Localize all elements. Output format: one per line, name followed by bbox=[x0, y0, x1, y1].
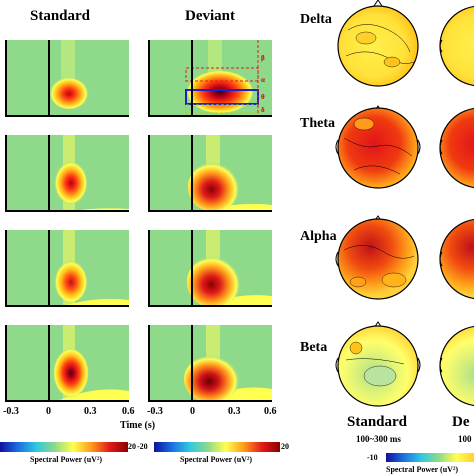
topo-caption-standard: Standard bbox=[347, 414, 408, 430]
band-box-delta bbox=[185, 104, 259, 114]
topo-beta-deviant bbox=[439, 325, 474, 407]
band-marker-alpha: α bbox=[261, 76, 265, 84]
topo-delta-standard bbox=[337, 0, 419, 87]
colorbar-standard-max: 20 bbox=[128, 442, 136, 451]
topo-theta-deviant bbox=[439, 107, 474, 189]
band-box-alpha bbox=[185, 67, 259, 82]
topo-delta-deviant bbox=[439, 5, 474, 87]
topo-maps bbox=[335, 0, 474, 407]
band-label-delta: Delta bbox=[300, 12, 332, 27]
tick-standard-03: 0.3 bbox=[84, 406, 97, 417]
tick-standard-0: 0 bbox=[46, 406, 51, 417]
colorbar-deviant bbox=[154, 442, 280, 452]
band-marker-beta: β bbox=[261, 54, 265, 62]
colorbar-standard-label: Spectral Power (uV²) bbox=[30, 455, 103, 464]
band-label-beta: Beta bbox=[300, 340, 328, 355]
colorbar-deviant-label: Spectral Power (uV²) bbox=[180, 455, 253, 464]
column-title-deviant: Deviant bbox=[185, 8, 235, 24]
topo-alpha-standard bbox=[335, 215, 419, 300]
tf-panel-standard-2 bbox=[5, 135, 129, 212]
tf-panel-deviant-4 bbox=[148, 325, 272, 402]
column-title-standard: Standard bbox=[30, 8, 91, 24]
colorbar-deviant-max: 20 bbox=[281, 442, 289, 451]
topo-sub-standard: 100~300 ms bbox=[356, 434, 401, 444]
colorbar-standard bbox=[0, 442, 128, 452]
band-label-alpha: Alpha bbox=[300, 229, 337, 244]
tick-deviant-neg03: -0.3 bbox=[147, 406, 163, 417]
tf-panel-deviant-1: β α θ δ bbox=[148, 40, 272, 117]
band-label-theta: Theta bbox=[300, 116, 335, 131]
band-marker-delta: δ bbox=[261, 106, 265, 114]
tick-deviant-03: 0.3 bbox=[228, 406, 241, 417]
tick-standard-neg03: -0.3 bbox=[3, 406, 19, 417]
colorbar-topo-label: Spectral Power (uV²) bbox=[386, 465, 459, 474]
tf-panel-standard-3 bbox=[5, 230, 129, 307]
colorbar-deviant-min: -20 bbox=[137, 442, 148, 451]
topo-beta-standard bbox=[335, 321, 421, 407]
colorbar-topo-min: -10 bbox=[367, 453, 378, 462]
band-marker-theta: θ bbox=[261, 93, 265, 101]
tick-deviant-0: 0 bbox=[190, 406, 195, 417]
colorbar-topo bbox=[386, 453, 474, 462]
tick-deviant-06: 0.6 bbox=[264, 406, 277, 417]
topo-caption-deviant: De bbox=[452, 414, 470, 430]
time-axis-label: Time (s) bbox=[120, 420, 156, 431]
tick-standard-06: 0.6 bbox=[122, 406, 135, 417]
topo-theta-standard bbox=[335, 105, 421, 189]
tf-panel-standard-4 bbox=[5, 325, 129, 402]
tf-panel-standard-1 bbox=[5, 40, 129, 117]
tf-panel-deviant-3 bbox=[148, 230, 272, 307]
topo-alpha-deviant bbox=[439, 218, 474, 300]
topo-sub-deviant: 100 bbox=[458, 434, 472, 444]
tf-panel-deviant-2 bbox=[148, 135, 272, 212]
